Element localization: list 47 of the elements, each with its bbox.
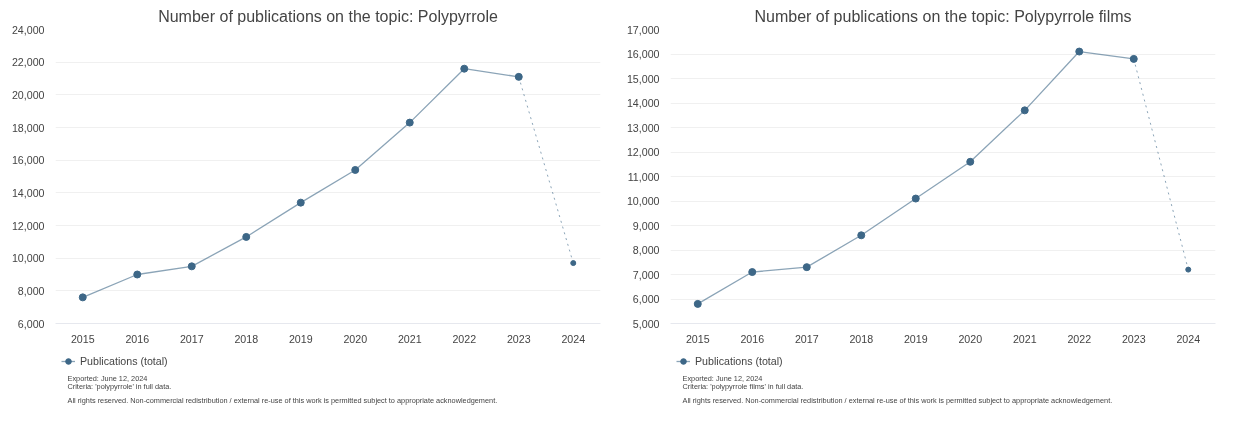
legend-label: Publications (total) xyxy=(695,355,783,367)
y-tick-label: 15,000 xyxy=(626,72,660,85)
x-tick-label: 2023 xyxy=(1121,332,1146,345)
y-tick-label: 13,000 xyxy=(626,121,660,134)
y-tick-label: 9,000 xyxy=(632,219,660,232)
y-tick-label: 10,000 xyxy=(626,195,660,207)
x-tick-label: 2020 xyxy=(343,332,368,345)
chart-title: Number of publications on the topic: Polypyrrole films xyxy=(754,7,1132,25)
y-tick-label: 11,000 xyxy=(627,170,660,183)
y-tick-label: 8,000 xyxy=(632,244,660,256)
y-tick-label: 24,000 xyxy=(11,23,45,36)
x-tick-label: 2016 xyxy=(740,332,765,345)
x-tick-label: 2022 xyxy=(1067,332,1092,345)
x-tick-label: 2024 xyxy=(1176,332,1201,345)
x-tick-label: 2018 xyxy=(234,332,259,345)
y-tick-label: 20,000 xyxy=(11,88,45,101)
y-tick-label: 6,000 xyxy=(17,317,45,330)
y-tick-label: 7,000 xyxy=(632,268,660,281)
x-tick-label: 2020 xyxy=(958,332,983,345)
x-tick-label: 2024 xyxy=(561,332,586,345)
y-tick-label: 12,000 xyxy=(626,146,660,158)
y-tick-label: 14,000 xyxy=(626,97,660,109)
y-tick-label: 12,000 xyxy=(11,219,45,232)
y-tick-label: 18,000 xyxy=(11,121,45,134)
x-tick-label: 2022 xyxy=(452,332,477,345)
y-tick-label: 6,000 xyxy=(632,293,660,305)
x-tick-label: 2021 xyxy=(1012,332,1037,345)
x-tick-label: 2015 xyxy=(70,332,95,345)
y-tick-label: 5,000 xyxy=(632,317,660,330)
x-tick-label: 2018 xyxy=(849,332,874,345)
y-tick-label: 16,000 xyxy=(626,48,660,60)
x-tick-label: 2017 xyxy=(179,332,204,345)
x-tick-label: 2015 xyxy=(685,332,710,345)
x-tick-label: 2016 xyxy=(125,332,150,345)
x-tick-label: 2023 xyxy=(506,332,531,345)
y-tick-label: 10,000 xyxy=(11,252,45,265)
y-tick-label: 22,000 xyxy=(11,56,45,69)
y-tick-label: 14,000 xyxy=(11,186,45,199)
x-tick-label: 2017 xyxy=(794,332,819,345)
legend-label: Publications (total) xyxy=(80,355,168,367)
y-tick-label: 8,000 xyxy=(17,284,45,297)
x-tick-label: 2019 xyxy=(903,332,928,345)
y-tick-label: 16,000 xyxy=(11,154,45,167)
chart-title: Number of publications on the topic: Polypyrrole xyxy=(158,7,498,25)
x-tick-label: 2019 xyxy=(288,332,313,345)
x-tick-label: 2021 xyxy=(397,332,422,345)
y-tick-label: 17,000 xyxy=(626,23,660,36)
